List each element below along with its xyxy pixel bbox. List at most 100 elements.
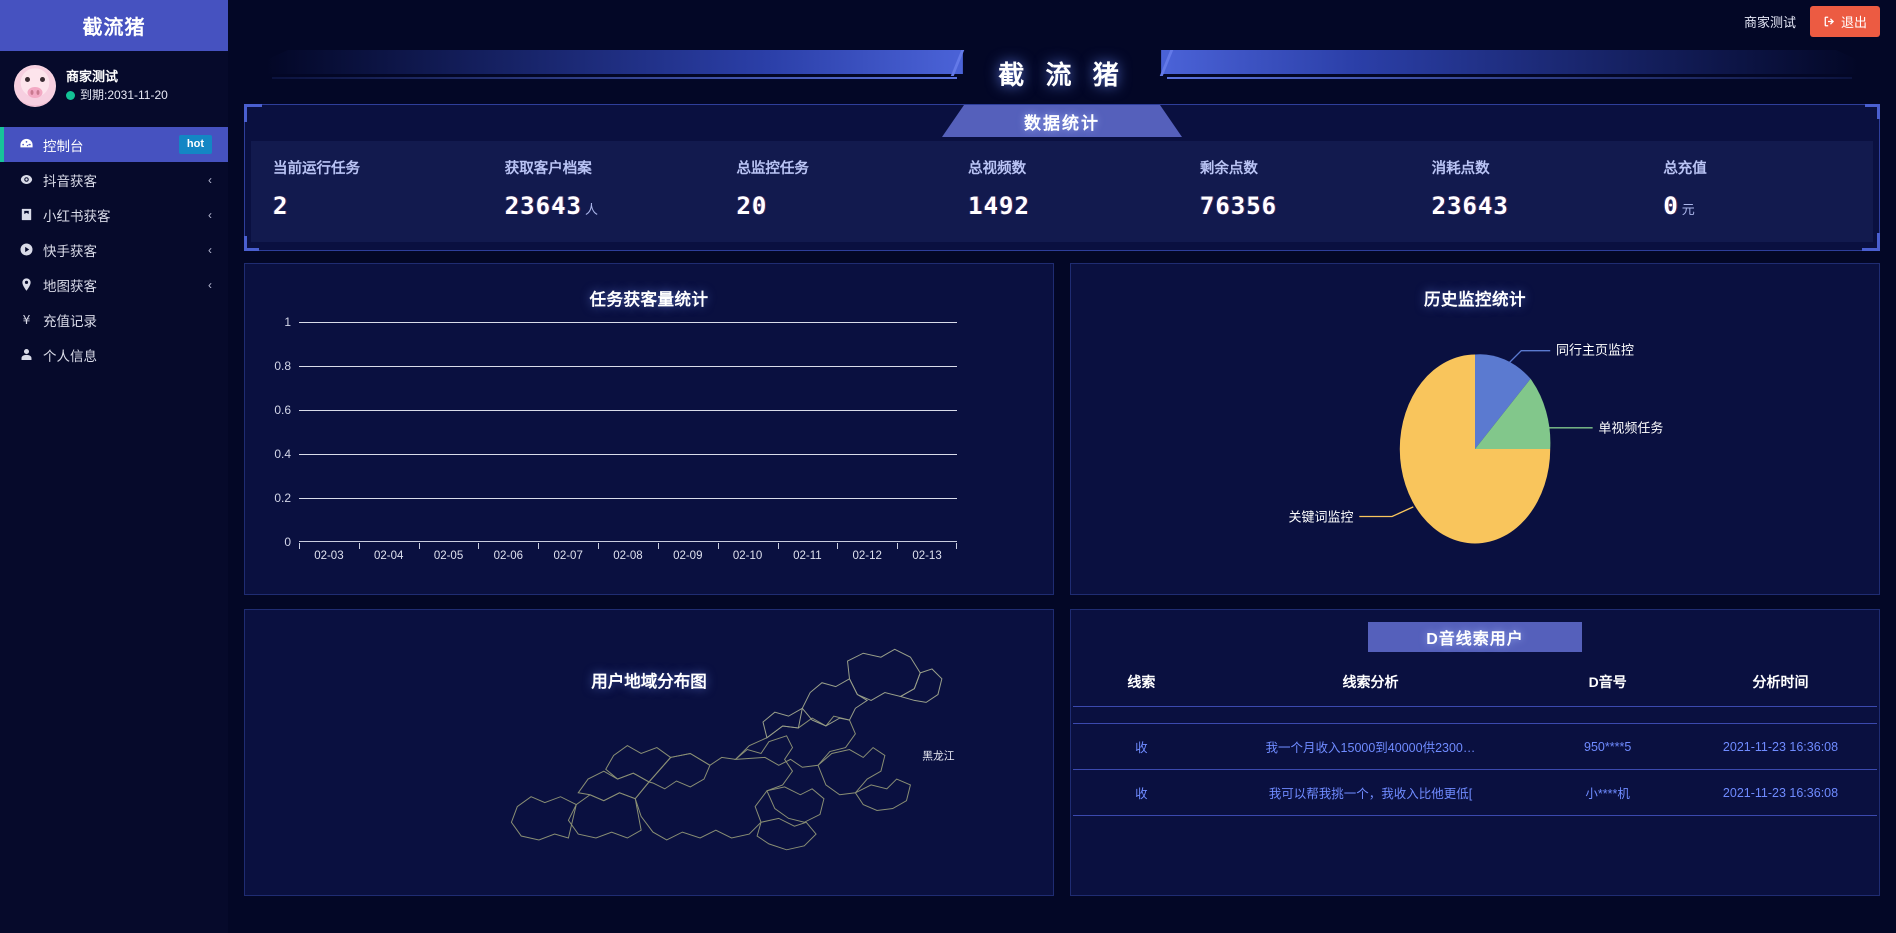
- stat-label: 消耗点数: [1431, 161, 1490, 177]
- stat-value: 20: [736, 192, 768, 220]
- stats-row: 当前运行任务 2 获取客户档案 23643 人 总监控任务 20 总视频数: [251, 157, 1873, 220]
- stats-tab-label: 数据统计: [942, 105, 1182, 137]
- stat-unit: 元: [1681, 202, 1695, 217]
- leads-table-card: D音线索用户 线索 线索分析 D音号 分析时间: [1070, 609, 1880, 896]
- stat-label: 获取客户档案: [504, 161, 592, 177]
- sidebar-item-console[interactable]: 控制台 hot: [0, 127, 228, 162]
- pie-label-single-video: 单视频任务: [1598, 421, 1663, 436]
- map-label-heilongjiang: 黑龙江: [922, 749, 955, 762]
- stat-label: 剩余点数: [1199, 161, 1258, 177]
- china-map[interactable]: 黑龙江: [245, 610, 1053, 895]
- stat-label: 总视频数: [968, 161, 1027, 177]
- sidebar-item-profile[interactable]: 个人信息: [0, 337, 228, 372]
- pie-slice-keyword-monitor[interactable]: [1399, 354, 1551, 544]
- table-header-row: 线索 线索分析 D音号 分析时间: [1073, 664, 1877, 707]
- map-card: 用户地域分布图: [244, 609, 1054, 896]
- logout-icon: [1824, 16, 1835, 26]
- cell-time: 2021-11-23 16:36:08: [1684, 723, 1877, 770]
- table-row[interactable]: 收 我一个月收入15000到40000供2300… 950****5 2021-…: [1073, 723, 1877, 770]
- line-chart-card: 任务获客量统计 1 0.8 0.6 0.4 0.2 0: [244, 263, 1054, 595]
- sidebar-item-xiaohongshu[interactable]: 小红书获客 ‹: [0, 197, 228, 232]
- stat-cell-remaining-points: 剩余点数 76356: [1178, 157, 1410, 220]
- x-tick-label: 02-06: [478, 543, 538, 562]
- sidebar-item-label: 快手获客: [43, 243, 97, 259]
- cell-account: 950****5: [1531, 723, 1685, 770]
- stat-value: 23643 人: [504, 192, 598, 220]
- brand-logo[interactable]: 截流猪: [0, 0, 228, 51]
- chevron-left-icon: ‹: [208, 277, 212, 292]
- right-column: 历史监控统计: [1070, 263, 1880, 896]
- book-icon: [18, 207, 34, 223]
- stat-value: 76356: [1199, 192, 1278, 220]
- banner-deco-right: [1159, 50, 1858, 88]
- table-row[interactable]: 收 我可以帮我挑一个，我收入比他更低[ 小****机 2021-11-23 16…: [1073, 769, 1877, 816]
- stat-cell-running-tasks: 当前运行任务 2: [251, 157, 483, 220]
- stat-value: 2: [273, 192, 289, 220]
- x-tick-label: 02-09: [657, 543, 718, 562]
- x-tick-label: 02-08: [598, 543, 658, 562]
- x-tick-label: 02-03: [299, 543, 359, 562]
- pie-label-peer-homepage: 同行主页监控: [1556, 343, 1634, 358]
- pie-label-keyword-monitor: 关键词监控: [1288, 509, 1353, 524]
- stat-cell-monitor-tasks: 总监控任务 20: [714, 157, 946, 220]
- cell-analysis: 我一个月收入15000到40000供2300…: [1209, 723, 1532, 770]
- profile-name: 商家测试: [66, 68, 119, 84]
- stat-value: 1492: [968, 192, 1030, 220]
- y-tick-label: 0.8: [274, 359, 291, 373]
- sidebar-item-label: 个人信息: [43, 348, 97, 364]
- left-column: 任务获客量统计 1 0.8 0.6 0.4 0.2 0: [244, 263, 1054, 896]
- pie-chart-title: 历史监控统计: [1424, 291, 1526, 309]
- x-tick-label: 02-07: [538, 543, 598, 562]
- douyin-icon: [18, 172, 34, 188]
- profile-expire: 到期:2031-11-20: [66, 87, 168, 104]
- x-axis-ticks: 02-03 02-04 02-05 02-06 02-07 02-08 02-0…: [299, 543, 957, 562]
- cell-analysis: 我可以帮我挑一个，我收入比他更低[: [1209, 769, 1532, 816]
- chevron-left-icon: ‹: [208, 172, 212, 187]
- sidebar-item-label: 小红书获客: [43, 208, 111, 224]
- line-chart-title: 任务获客量统计: [589, 291, 709, 309]
- sidebar-item-recharge-records[interactable]: ¥ 充值记录: [0, 302, 228, 337]
- dashboard-icon: [18, 137, 34, 153]
- profile-expire-text: 到期:2031-11-20: [80, 87, 168, 102]
- column-header-clue: 线索: [1073, 664, 1210, 707]
- y-tick-label: 0: [284, 535, 291, 549]
- y-tick-label: 1: [284, 315, 291, 329]
- sidebar-item-map[interactable]: 地图获客 ‹: [0, 267, 228, 302]
- chevron-left-icon: ‹: [208, 207, 212, 222]
- stats-panel: 数据统计 当前运行任务 2 获取客户档案 23643 人 总监控任务: [244, 104, 1880, 251]
- chevron-left-icon: ‹: [208, 242, 212, 257]
- stat-cell-customer-profiles: 获取客户档案 23643 人: [483, 157, 715, 220]
- sidebar-item-label: 抖音获客: [43, 173, 97, 189]
- play-icon: [18, 242, 34, 258]
- pie-chart-area: 同行主页监控 单视频任务 关键词监控: [1071, 314, 1879, 584]
- yuan-icon: ¥: [18, 312, 34, 328]
- pie-slice-single-video[interactable]: [1475, 378, 1551, 449]
- y-tick-label: 0.4: [274, 447, 291, 461]
- user-icon: [18, 347, 34, 363]
- pie-leader-line-1: [1501, 349, 1551, 371]
- pin-icon: [18, 277, 34, 293]
- leads-tab-label[interactable]: D音线索用户: [1368, 622, 1582, 652]
- sidebar-item-douyin[interactable]: 抖音获客 ‹: [0, 162, 228, 197]
- cell-account: 小****机: [1531, 769, 1685, 816]
- column-header-time: 分析时间: [1684, 664, 1877, 707]
- sidebar-item-kuaishou[interactable]: 快手获客 ‹: [0, 232, 228, 267]
- sidebar-menu: 控制台 hot 抖音获客 ‹ 小红书获客 ‹: [0, 121, 228, 372]
- line-chart-plot: 1 0.8 0.6 0.4 0.2 0 02-03 02-04: [274, 315, 957, 562]
- cell-clue: 收: [1073, 769, 1210, 816]
- brand-name: 截流猪: [82, 17, 146, 39]
- pie-slice-peer-homepage[interactable]: [1475, 354, 1531, 449]
- stat-label: 当前运行任务: [273, 161, 360, 177]
- sidebar-item-label: 充值记录: [43, 313, 97, 329]
- column-header-analysis: 线索分析: [1209, 664, 1532, 707]
- sidebar-item-label: 控制台: [43, 138, 84, 154]
- pie-svg[interactable]: 同行主页监控 单视频任务 关键词监控: [1071, 314, 1879, 584]
- x-tick-label: 02-13: [897, 543, 957, 562]
- page-title: 截 流 猪: [998, 59, 1126, 90]
- y-tick-label: 0.6: [274, 403, 291, 417]
- logout-button[interactable]: 退出: [1809, 5, 1880, 37]
- sidebar: 截流猪 商家测试 到期:2031-11-20 控制台 hot: [0, 0, 228, 933]
